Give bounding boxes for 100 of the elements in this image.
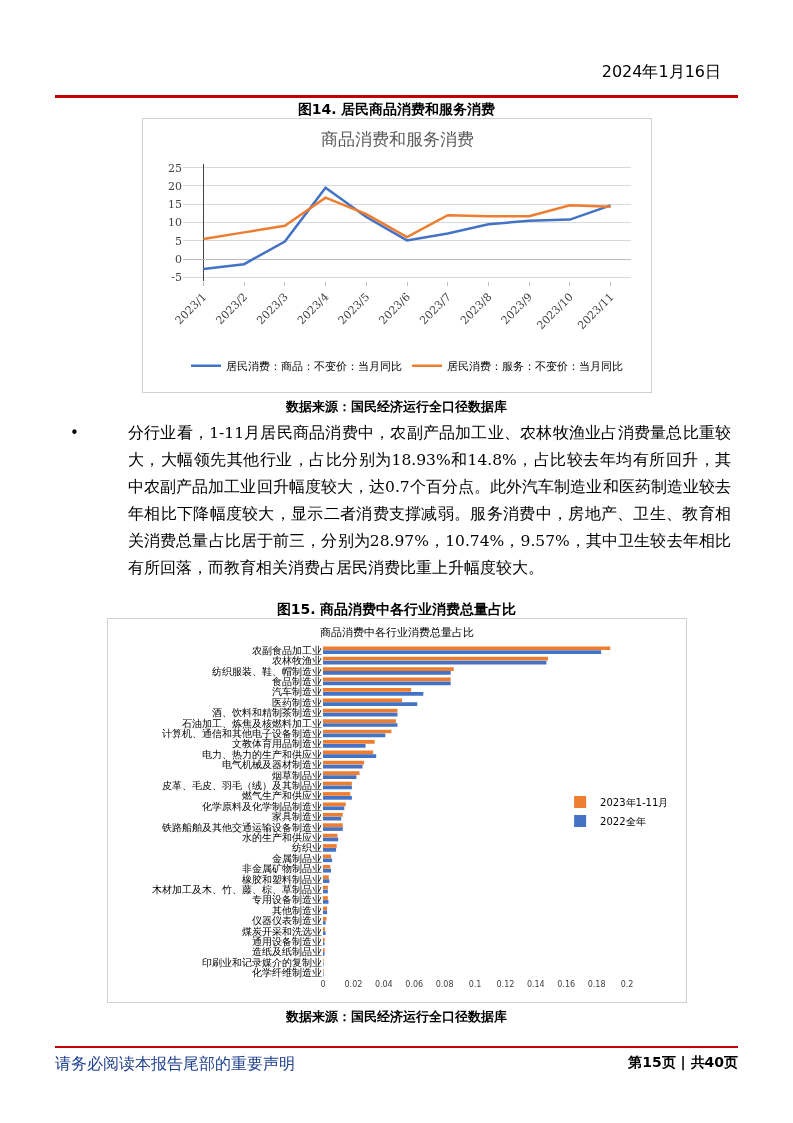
x-tick-label: 0.02: [343, 980, 362, 989]
y-tick-label: 纺织服装、鞋、帽制造业: [211, 665, 322, 677]
bar: [322, 864, 330, 869]
bar: [322, 702, 417, 707]
x-tick-label: 0.18: [587, 980, 606, 989]
y-tick-label: 5: [174, 234, 182, 248]
bar: [322, 750, 373, 755]
y-tick-label: 电力、热力的生产和供应业: [201, 748, 322, 760]
bar: [322, 910, 327, 915]
bar: [322, 671, 451, 675]
bar: [322, 868, 331, 873]
y-tick-label: 化学纤维制造业: [251, 967, 322, 979]
bar: [322, 875, 329, 880]
y-tick-label: 其他制造业: [271, 904, 322, 916]
y-tick-label: 非金属矿物制品业: [241, 863, 322, 875]
y-tick-label: 化学原料及化学制品制造业: [201, 800, 322, 812]
y-tick-label: -5: [170, 271, 182, 285]
bar: [322, 823, 343, 828]
bar: [322, 816, 341, 821]
bar: [322, 920, 326, 925]
y-tick-label: 15: [167, 198, 182, 212]
bar: [322, 812, 343, 817]
bar: [322, 827, 343, 831]
legend-label: 居民消费：服务：不变价：当月同比: [446, 359, 623, 373]
bar: [322, 900, 328, 904]
bar: [322, 760, 364, 765]
bar: [322, 931, 326, 935]
text: 2024年1月16日: [601, 62, 721, 83]
bar: [322, 723, 397, 727]
bar: [322, 916, 326, 921]
bar: [322, 795, 352, 800]
bar: [322, 792, 350, 796]
bar: [322, 691, 423, 696]
chart-title: 商品消费和服务消费: [320, 128, 473, 149]
line-series: [201, 196, 612, 241]
bar: [322, 858, 332, 863]
bar: [322, 743, 366, 748]
y-tick-label: 10: [167, 216, 182, 230]
legend-label: 居民消费：商品：不变价：当月同比: [225, 359, 402, 373]
legend-label: 2022全年: [599, 815, 646, 827]
y-tick-label: 家具制造业: [271, 811, 322, 823]
caption: 图15. 商品消费中各行业消费总量占比: [275, 600, 518, 618]
source-note: 数据来源：国民经济运行全口径数据库: [285, 1008, 508, 1026]
bar: [322, 740, 375, 744]
y-tick-label: 仪器仪表制造业: [251, 915, 322, 927]
y-tick-label: 纺织业: [291, 842, 322, 854]
x-tick-label: 0.04: [374, 980, 393, 989]
x-tick-label: 0.12: [495, 980, 514, 989]
y-tick-label: 酒、饮料和精制茶制造业: [211, 707, 322, 719]
text: 分行业看，1-11月居民商品消费中，农副产品加工业、农林牧渔业占消费量总比重较大，大幅领先其他行业，占比分别为18.93%和14.8%，占比较去年均有所回升，其中农副产品加工业回升幅度较大，达0.7个百分点。此外汽车制造业和医药制造业较去年相比下降幅度较大，显示二者消费支撑减弱。服务消费中，房地产、卫生、教育相关消费总量占比居于前三，分别为28.97%，10.74%，9.57%，其中卫生较去年相比有所回落，而教育相关消费占居民消费比重上升幅度较大。: [128, 423, 731, 579]
y-tick-label: 通用设备制造业: [251, 936, 322, 948]
x-tick-label: 0.14: [526, 980, 545, 989]
y-tick-label: 汽车制造业: [271, 686, 322, 698]
bar: [322, 775, 356, 779]
chart-title: 商品消费中各行业消费总量占比: [319, 626, 474, 640]
y-tick-label: 农副食品加工业: [251, 644, 322, 656]
source-note: 数据来源：国民经济运行全口径数据库: [285, 398, 508, 416]
bar: [322, 646, 610, 651]
x-tick-label: 0.08: [435, 980, 454, 989]
bar: [322, 688, 411, 692]
bar: [322, 650, 601, 655]
bar: [322, 754, 376, 759]
bar: [322, 719, 396, 723]
y-tick-label: 橡胶和塑料制品业: [241, 873, 322, 885]
text: 请务必阅读本报告尾部的重要声明: [55, 1054, 295, 1075]
bar: [322, 844, 337, 848]
y-tick-label: 农林牧渔业: [271, 655, 322, 667]
bar: [322, 806, 344, 811]
y-tick-label: 木材加工及木、竹、藤、棕、草制品业: [151, 884, 322, 896]
bar: [322, 698, 402, 703]
bar: [322, 848, 336, 852]
y-tick-label: 烟草制品业: [271, 769, 322, 781]
caption: 图14. 居民商品消费和服务消费: [296, 100, 497, 118]
y-tick-label: 金属制品业: [271, 852, 322, 864]
y-tick-label: 文教体育用品制造业: [231, 738, 322, 750]
x-tick-label: 0.16: [556, 980, 575, 989]
bar: [322, 667, 454, 671]
y-tick-label: 0: [174, 252, 182, 266]
y-tick-label: 铁路船舶及其他交通运输设备制造业: [160, 821, 322, 833]
bar: [322, 771, 359, 775]
y-tick-label: 燃气生产和供应业: [241, 790, 322, 802]
bar: [322, 896, 328, 900]
bar: [322, 802, 346, 807]
line-series: [201, 186, 612, 271]
bar: [322, 879, 329, 883]
y-tick-label: 煤炭开采和洗选业: [241, 925, 322, 937]
bar: [322, 708, 397, 713]
x-tick-label: 0.06: [404, 980, 423, 989]
x-tick-label: 0.1: [468, 980, 481, 989]
y-tick-label: 印刷业和记录媒介的复制业: [201, 956, 322, 968]
legend-label: 2023年1-11月: [599, 796, 668, 808]
x-tick-label: 0.2: [620, 980, 633, 989]
y-tick-label: 25: [167, 161, 182, 175]
y-tick-label: 造纸及纸制品业: [251, 946, 322, 958]
y-tick-label: 石油加工、炼焦及核燃料加工业: [181, 717, 322, 729]
y-tick-label: 20: [167, 179, 182, 193]
text: •: [70, 423, 79, 444]
text: 第15页 | 共40页: [628, 1054, 738, 1072]
y-tick-label: 医药制造业: [271, 696, 322, 708]
bar: [322, 656, 548, 661]
